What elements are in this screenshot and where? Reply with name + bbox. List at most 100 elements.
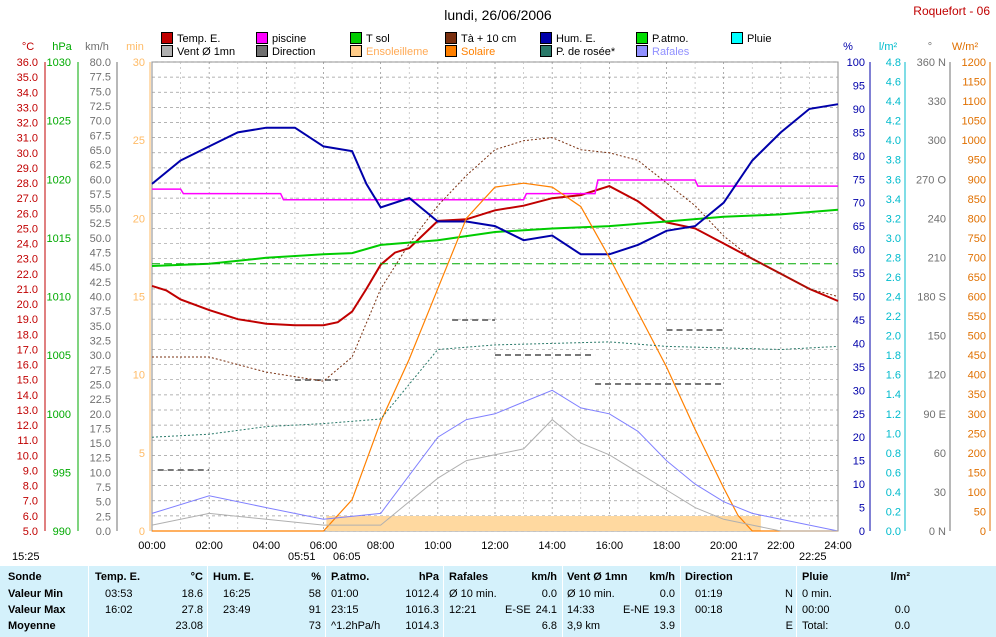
humidity-tick: 65 xyxy=(853,221,865,233)
solar-tick: 500 xyxy=(968,331,986,343)
temp-tick: 5.0 xyxy=(23,526,38,538)
rain-tick: 3.6 xyxy=(886,174,901,186)
stats-value: 3.9 xyxy=(659,620,675,632)
stats-value: 73 xyxy=(308,620,321,632)
temp-tick: 11.0 xyxy=(17,435,38,447)
wind-tick: 65.0 xyxy=(90,145,111,157)
rain-tick: 3.4 xyxy=(886,194,901,206)
legend-label: Direction xyxy=(272,46,316,58)
time-tick: 08:00 xyxy=(367,540,395,552)
sun-time-label: 15:25 xyxy=(12,551,40,563)
wind-tick: 30.0 xyxy=(90,350,111,362)
series-piscine xyxy=(152,179,838,201)
temp-tick: 24.0 xyxy=(17,239,38,251)
humidity-tick: 30 xyxy=(853,385,865,397)
pressure-tick: 1005 xyxy=(47,350,71,362)
legend-label: piscine xyxy=(272,33,307,45)
direction-tick: 150 xyxy=(928,331,946,343)
stats-time: 14:33 xyxy=(567,604,595,616)
direction-tick: 180 S xyxy=(917,292,946,304)
axis-unit: min xyxy=(126,41,144,53)
rain-tick: 2.0 xyxy=(886,331,901,343)
minutes-tick: 30 xyxy=(133,57,145,69)
stats-value: E xyxy=(785,620,793,632)
legend-item: Rafales xyxy=(636,45,689,58)
humidity-tick: 60 xyxy=(853,245,865,257)
rain-tick: 2.4 xyxy=(886,292,901,304)
legend-item: P. de rosée* xyxy=(540,45,615,58)
temp-tick: 6.0 xyxy=(23,511,38,523)
stats-time: 01:00 xyxy=(331,588,359,600)
stats-row-label: Moyenne xyxy=(8,620,56,632)
minutes-tick: 15 xyxy=(133,292,145,304)
stats-header-unit: l/m² xyxy=(890,571,910,583)
direction-tick: 360 N xyxy=(917,57,946,69)
legend-swatch xyxy=(256,32,268,44)
stats-time: ^1.2hPa/h xyxy=(331,620,381,632)
series-p-de-ros-e- xyxy=(151,341,839,438)
humidity-tick: 95 xyxy=(853,80,865,92)
axis-unit: % xyxy=(843,41,853,53)
humidity-tick: 55 xyxy=(853,268,865,280)
solar-tick: 250 xyxy=(968,428,986,440)
stats-header: Direction xyxy=(685,571,733,583)
wind-tick: 52.5 xyxy=(90,218,111,230)
rain-tick: 3.8 xyxy=(886,155,901,167)
rain-tick: 2.8 xyxy=(886,252,901,264)
temp-tick: 14.0 xyxy=(17,390,38,402)
solar-tick: 1150 xyxy=(962,77,986,89)
solar-tick: 150 xyxy=(968,467,986,479)
wind-tick: 22.5 xyxy=(90,394,111,406)
minutes-tick: 0 xyxy=(139,526,145,538)
legend-swatch xyxy=(731,32,743,44)
wind-tick: 55.0 xyxy=(90,204,111,216)
humidity-tick: 10 xyxy=(853,479,865,491)
stats-time: Total: xyxy=(802,620,829,632)
legend-label: Temp. E. xyxy=(177,33,221,45)
temp-tick: 22.0 xyxy=(17,269,38,281)
stats-value: 23.08 xyxy=(175,620,203,632)
direction-tick: 210 xyxy=(928,252,946,264)
solar-tick: 950 xyxy=(968,155,986,167)
time-tick: 04:00 xyxy=(253,540,281,552)
stats-time: Ø 10 min. xyxy=(449,588,497,600)
legend-swatch xyxy=(161,32,173,44)
stats-row-label: Valeur Min xyxy=(8,588,64,600)
stats-dir: E-NE xyxy=(623,604,650,616)
wind-tick: 10.0 xyxy=(90,467,111,479)
rain-tick: 4.6 xyxy=(886,77,901,89)
stats-header-unit: km/h xyxy=(649,571,675,583)
stats-time: Ø 10 min. xyxy=(567,588,615,600)
humidity-tick: 40 xyxy=(853,338,865,350)
stats-time: 03:53 xyxy=(105,588,133,600)
rain-tick: 3.0 xyxy=(886,233,901,245)
stats-value: 27.8 xyxy=(181,604,203,616)
stats-time: 3,9 km xyxy=(567,620,601,632)
rain-tick: 4.4 xyxy=(886,96,901,108)
time-tick: 12:00 xyxy=(481,540,509,552)
legend-item: Temp. E. xyxy=(161,32,220,45)
temp-tick: 10.0 xyxy=(17,450,38,462)
temp-tick: 29.0 xyxy=(17,163,38,175)
solar-tick: 400 xyxy=(968,370,986,382)
temp-tick: 12.0 xyxy=(17,420,38,432)
temp-tick: 27.0 xyxy=(17,193,38,205)
sunrise-label: 06:05 xyxy=(333,551,361,563)
legend-swatch xyxy=(636,45,648,57)
wind-tick: 47.5 xyxy=(90,248,111,260)
humidity-tick: 20 xyxy=(853,432,865,444)
temp-tick: 13.0 xyxy=(17,405,38,417)
wind-tick: 15.0 xyxy=(90,438,111,450)
temp-tick: 26.0 xyxy=(17,208,38,220)
pressure-tick: 1020 xyxy=(47,174,71,186)
time-tick: 06:00 xyxy=(310,540,338,552)
direction-tick: 270 O xyxy=(916,174,946,186)
legend-swatch xyxy=(256,45,268,57)
solar-tick: 650 xyxy=(968,272,986,284)
humidity-tick: 5 xyxy=(859,503,865,515)
rain-tick: 1.2 xyxy=(886,409,901,421)
legend-label: Rafales xyxy=(652,46,690,58)
stats-value: 1014.3 xyxy=(405,620,439,632)
stats-value: 24.1 xyxy=(535,604,557,616)
humidity-tick: 85 xyxy=(853,127,865,139)
